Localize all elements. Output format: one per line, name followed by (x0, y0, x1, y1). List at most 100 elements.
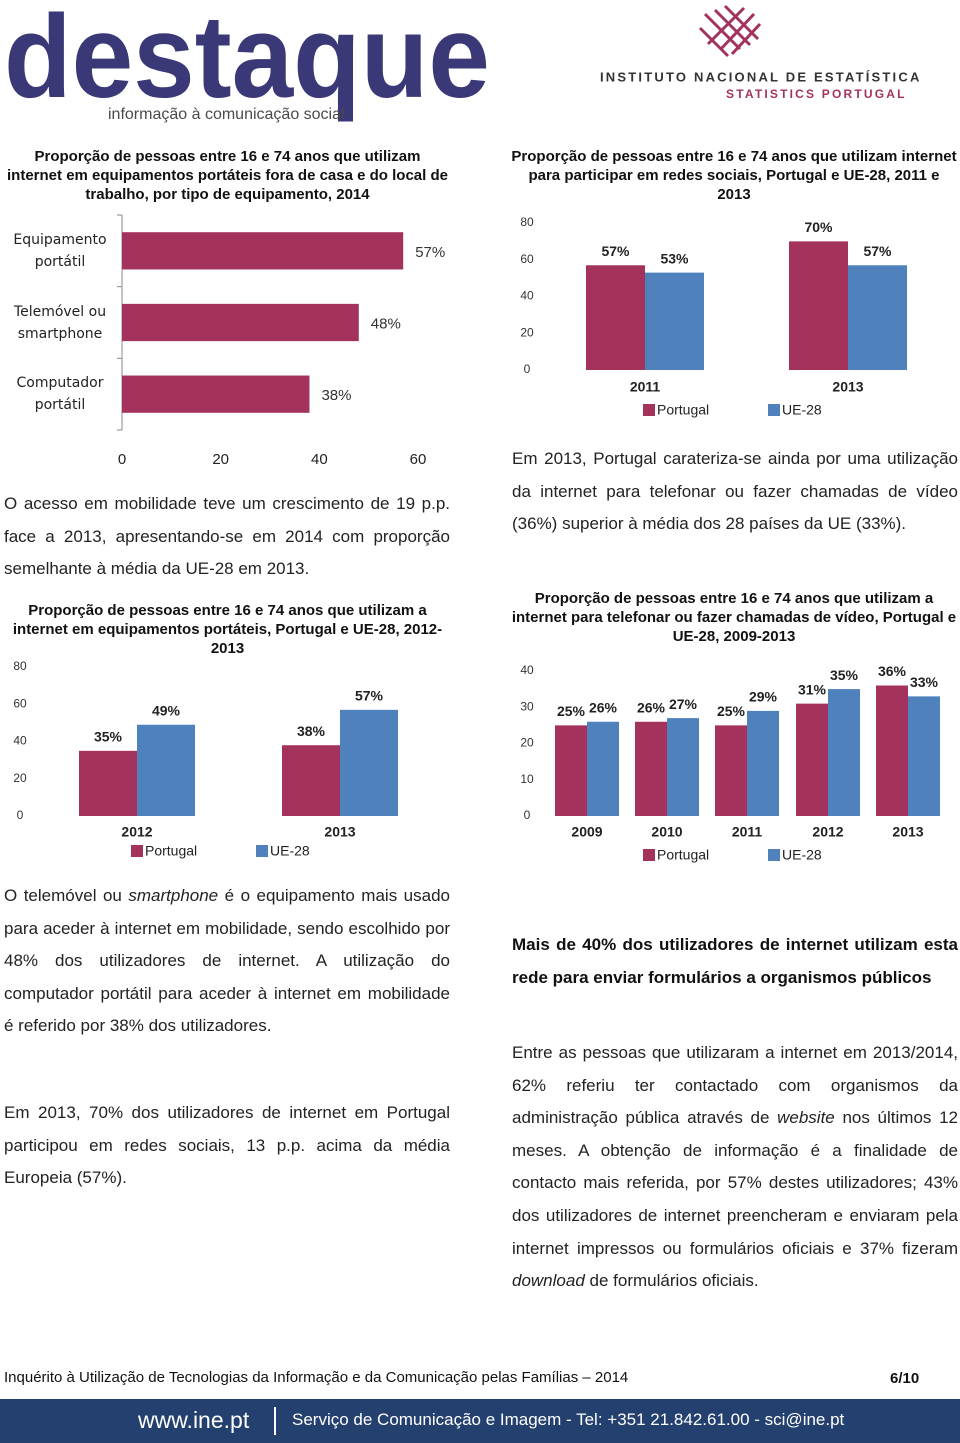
bar (667, 718, 699, 816)
chart-title: Proporção de pessoas entre 16 e 74 anos … (7, 148, 448, 203)
y-tick-label: 10 (520, 772, 534, 786)
x-tick-label: 2013 (892, 824, 923, 840)
legend-label: Portugal (145, 843, 197, 859)
value-label: 48% (371, 315, 401, 332)
value-label: 29% (749, 689, 778, 705)
value-label: 57% (355, 688, 384, 704)
ine-symbol (698, 4, 762, 58)
text-run: nos últimos 12 meses. A obtenção de info… (512, 1108, 959, 1258)
page-number: 6/10 (890, 1370, 920, 1387)
footer-contact: Serviço de Comunicação e Imagem - Tel: +… (292, 1410, 845, 1429)
bar (828, 689, 860, 816)
y-tick-label: 40 (520, 663, 534, 677)
y-tick-label: 40 (520, 289, 534, 303)
y-tick-label: 60 (520, 252, 534, 266)
bar (587, 721, 619, 816)
bar (635, 721, 667, 816)
bar (555, 725, 587, 816)
bar (122, 303, 359, 342)
bar (282, 745, 340, 816)
x-tick-label: 2013 (832, 379, 863, 395)
legend-swatch (643, 404, 655, 416)
legend-label: Portugal (657, 847, 709, 863)
value-label: 38% (321, 387, 351, 404)
bar (796, 703, 828, 816)
x-tick-label: 0 (118, 451, 126, 468)
x-tick-label: 2009 (571, 824, 602, 840)
value-label: 49% (152, 702, 181, 718)
tagline: informação à comunicação social (108, 106, 345, 123)
y-tick-label: 0 (524, 362, 531, 376)
value-label: 57% (415, 244, 445, 261)
value-label: 57% (863, 243, 892, 259)
legend-label: UE-28 (782, 847, 822, 863)
institute-name-en: STATISTICS PORTUGAL (726, 87, 907, 101)
bar (137, 724, 195, 816)
x-tick-label: 20 (212, 451, 229, 468)
chart-title: Proporção de pessoas entre 16 e 74 anos … (511, 590, 957, 645)
legend-swatch (768, 404, 780, 416)
x-tick-label: 2012 (812, 824, 843, 840)
x-tick-label: 60 (410, 451, 427, 468)
legend-label: Portugal (657, 402, 709, 418)
value-label: 35% (94, 729, 123, 745)
bar (908, 696, 940, 816)
text-run: O telemóvel ou (4, 886, 129, 905)
legend-swatch (643, 849, 655, 861)
paragraph: O acesso em mobilidade teve um crescimen… (4, 488, 450, 586)
footer-site: www.ine.pt (138, 1407, 250, 1433)
y-tick-label: 20 (520, 736, 534, 750)
value-label: 38% (297, 723, 326, 739)
bar (645, 272, 704, 370)
category-label: Computador portátil (16, 375, 104, 414)
value-label: 57% (601, 243, 630, 259)
y-tick-label: 20 (520, 325, 534, 339)
value-label: 25% (717, 703, 746, 719)
legend-label: UE-28 (270, 843, 310, 859)
text-run: O acesso em mobilidade teve um crescimen… (4, 494, 450, 579)
value-label: 70% (804, 219, 833, 235)
x-tick-label: 2011 (630, 379, 661, 395)
text-run: Em 2013, Portugal carateriza-se ainda po… (512, 449, 958, 534)
bar (789, 241, 848, 370)
paragraph: O telemóvel ou smartphone é o equipament… (4, 880, 450, 1043)
legend-swatch (131, 845, 143, 857)
paragraph: Em 2013, Portugal carateriza-se ainda po… (512, 443, 958, 541)
value-label: 31% (798, 681, 827, 697)
category-label: Telemóvel ou smartphone (13, 303, 107, 342)
separator (274, 1407, 276, 1435)
value-label: 33% (910, 674, 939, 690)
bar (340, 709, 398, 816)
legend-swatch (768, 849, 780, 861)
value-label: 53% (660, 250, 689, 266)
logo: destaque (4, 0, 490, 123)
y-tick-label: 0 (17, 808, 24, 822)
text-run: de formulários oficiais. (584, 1271, 759, 1291)
paragraph: Entre as pessoas que utilizaram a intern… (512, 1037, 958, 1298)
bar (876, 685, 908, 816)
y-tick-label: 80 (13, 659, 27, 673)
y-tick-label: 20 (13, 771, 27, 785)
bar (79, 750, 137, 816)
value-label: 26% (589, 699, 618, 715)
legend-label: UE-28 (782, 402, 822, 418)
x-tick-label: 40 (311, 451, 328, 468)
section-heading: Mais de 40% dos utilizadores de internet… (512, 935, 958, 987)
chart-title: Proporção de pessoas entre 16 e 74 anos … (12, 602, 443, 657)
bar (122, 375, 310, 413)
value-label: 35% (830, 667, 859, 683)
y-tick-label: 0 (524, 808, 531, 822)
bar (715, 725, 747, 816)
institute-name: INSTITUTO NACIONAL DE ESTATÍSTICA (600, 69, 922, 84)
y-tick-label: 60 (13, 696, 27, 710)
x-tick-label: 2010 (651, 824, 682, 840)
bar (747, 710, 779, 816)
x-tick-label: 2011 (732, 824, 763, 840)
bar (848, 265, 907, 370)
footer-bar: www.ine.pt Serviço de Comunicação e Imag… (0, 1399, 960, 1443)
bar (586, 265, 645, 370)
x-tick-label: 2013 (324, 824, 355, 840)
value-label: 25% (557, 703, 586, 719)
